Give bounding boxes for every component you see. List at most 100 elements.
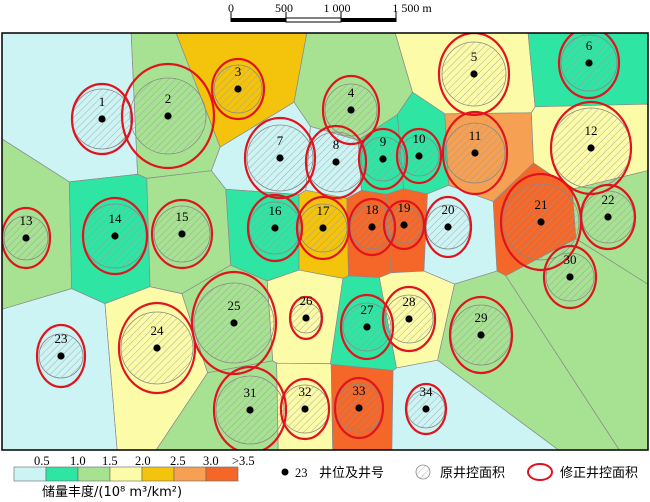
well-point-15 — [178, 230, 186, 238]
well-point-22 — [604, 213, 612, 221]
ramp-swatch-0 — [13, 466, 47, 482]
modified-area-4 — [321, 74, 381, 146]
legend-sample-well-number: 23 — [295, 466, 308, 480]
well-point-28 — [405, 315, 413, 323]
well-point-9 — [379, 155, 387, 163]
well-point-12 — [587, 144, 595, 152]
well-label-9: 9 — [380, 134, 387, 149]
modified-area-2 — [120, 62, 216, 170]
well-label-13: 13 — [20, 213, 33, 228]
well-label-28: 28 — [403, 294, 416, 309]
well-point-13 — [22, 234, 30, 242]
well-point-10 — [415, 152, 423, 160]
scale-tick-1000: 1 000 — [324, 1, 351, 15]
well-label-11: 11 — [469, 128, 482, 143]
symbol-legend: 23 井位及井号 原井控面积 修正井控面积 — [281, 463, 638, 481]
well-label-12: 12 — [585, 123, 598, 138]
well-label-7: 7 — [277, 133, 284, 148]
well-label-30: 30 — [564, 252, 577, 267]
modified-area-18 — [347, 197, 397, 257]
ramp-swatch-4 — [141, 466, 175, 482]
modified-area-13 — [2, 206, 52, 270]
well-label-15: 15 — [176, 209, 189, 224]
well-label-29: 29 — [475, 310, 488, 325]
well-label-22: 22 — [602, 192, 615, 207]
well-label-21: 21 — [535, 197, 548, 212]
well-label-3: 3 — [235, 64, 242, 79]
well-point-32 — [301, 405, 309, 413]
modified-area-8 — [304, 124, 368, 200]
modified-area-14 — [81, 196, 149, 276]
well-label-14: 14 — [109, 211, 123, 226]
well-point-1 — [98, 115, 106, 123]
modified-area-12 — [549, 100, 633, 196]
ramp-swatch-5 — [173, 466, 207, 482]
well-point-25 — [230, 319, 238, 327]
scale-bar: 0 500 1 000 1 500 m — [228, 1, 432, 23]
well-label-5: 5 — [471, 49, 478, 64]
well-point-21 — [537, 218, 545, 226]
well-point-17 — [319, 224, 327, 232]
modified-area-34 — [404, 382, 448, 436]
modified-area-26 — [288, 295, 324, 341]
ramp-swatch-1 — [45, 466, 79, 482]
modified-area-11 — [441, 110, 509, 196]
well-label-18: 18 — [366, 202, 379, 217]
well-point-11 — [471, 149, 479, 157]
well-point-icon — [281, 468, 289, 476]
map-border — [1, 32, 649, 451]
ramp-swatch-3 — [109, 466, 143, 482]
well-point-7 — [276, 154, 284, 162]
modified-area-29 — [448, 295, 514, 375]
well-label-20: 20 — [442, 202, 455, 217]
modified-area-icon — [527, 463, 553, 481]
well-label-8: 8 — [333, 137, 340, 152]
legend-well-label: 井位及井号 — [319, 466, 384, 481]
legend-break-4: 2.5 — [170, 454, 186, 468]
well-label-34: 34 — [420, 384, 434, 399]
scale-tick-500: 500 — [275, 1, 293, 15]
scale-tick-1500: 1 500 m — [392, 1, 432, 15]
scale-tick-0: 0 — [228, 1, 234, 15]
ramp-swatch-2 — [77, 466, 111, 482]
modified-area-30 — [542, 244, 598, 310]
scale-segment-1 — [231, 18, 286, 22]
well-label-32: 32 — [299, 384, 312, 399]
modified-area-24 — [117, 301, 197, 395]
modified-control-areas — [2, 33, 637, 450]
color-ramp — [13, 466, 239, 482]
well-label-1: 1 — [99, 94, 106, 109]
legend-break-6: >3.5 — [232, 454, 255, 468]
well-point-26 — [302, 314, 310, 322]
well-point-14 — [111, 232, 119, 240]
well-label-24: 24 — [151, 323, 165, 338]
well-point-16 — [271, 224, 279, 232]
well-label-19: 19 — [398, 200, 411, 215]
modified-area-32 — [279, 377, 331, 441]
well-point-19 — [400, 221, 408, 229]
well-point-4 — [347, 106, 355, 114]
modified-area-20 — [423, 195, 473, 259]
well-point-6 — [585, 59, 593, 67]
modified-area-5 — [437, 33, 511, 117]
modified-area-23 — [35, 323, 87, 389]
legend-break-2: 1.5 — [102, 454, 118, 468]
well-point-20 — [444, 223, 452, 231]
well-point-29 — [477, 331, 485, 339]
well-point-30 — [566, 273, 574, 281]
modified-area-22 — [579, 183, 637, 251]
well-point-24 — [153, 344, 161, 352]
well-label-31: 31 — [244, 385, 257, 400]
abundance-cell-30 — [505, 238, 648, 450]
well-point-2 — [164, 112, 172, 120]
legend-break-3: 2.0 — [135, 454, 151, 468]
modified-area-28 — [381, 285, 437, 353]
well-label-25: 25 — [228, 298, 241, 313]
well-label-10: 10 — [413, 131, 426, 146]
modified-area-1 — [70, 82, 134, 156]
modified-area-3 — [210, 57, 266, 121]
ramp-swatch-6 — [205, 466, 239, 482]
legend-modified-area-label: 修正井控面积 — [560, 466, 638, 481]
